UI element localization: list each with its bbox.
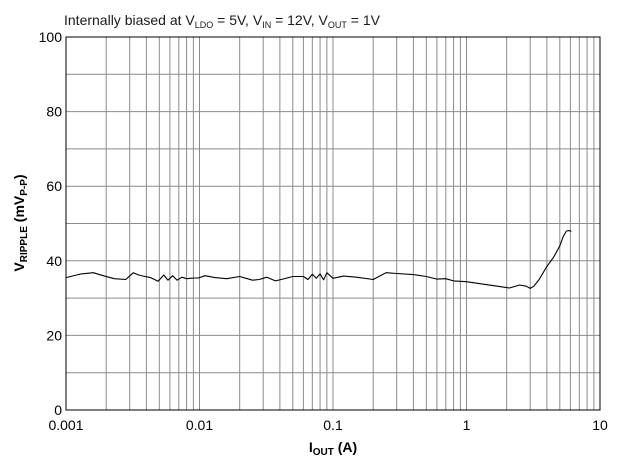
y-tick-label: 0 (54, 402, 62, 418)
chart-annotation: Internally biased at VLDO = 5V, VIN = 12… (64, 12, 381, 30)
x-tick-label: 0.001 (48, 417, 83, 433)
x-tick-label: 10 (592, 417, 608, 433)
y-axis-title: VRIPPLE (mVP-P) (11, 174, 30, 271)
x-tick-label: 0.1 (323, 417, 343, 433)
x-tick-labels: 0.001 0.01 0.1 1 10 (48, 417, 608, 433)
series-group (65, 230, 572, 289)
y-tick-label: 20 (46, 327, 62, 343)
y-tick-label: 40 (46, 253, 62, 269)
y-tick-label: 60 (46, 178, 62, 194)
x-tick-label: 0.01 (186, 417, 213, 433)
x-tick-label: 1 (463, 417, 471, 433)
y-tick-label: 80 (46, 104, 62, 120)
x-axis-title: IOUT (A) (309, 439, 357, 458)
plot-frame (65, 36, 601, 411)
ripple-series-line (65, 230, 572, 289)
y-tick-labels: 0 20 40 60 80 100 (39, 29, 63, 418)
y-tick-label: 100 (39, 29, 63, 45)
grid-lines (66, 37, 600, 410)
